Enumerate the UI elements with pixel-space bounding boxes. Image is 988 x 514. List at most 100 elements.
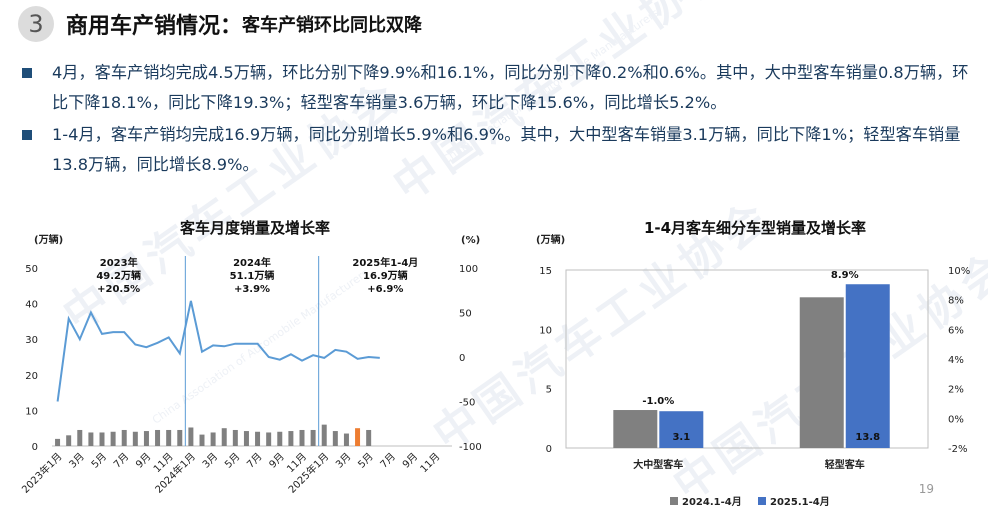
monthly-sales-bar — [88, 432, 94, 446]
monthly-sales-bar — [366, 429, 372, 446]
y-unit-right: (%) — [461, 235, 480, 246]
page-subtitle: 客车产销环比同比双降 — [242, 15, 423, 36]
x-tick-label: 9月 — [133, 451, 153, 471]
monthly-sales-bar — [266, 432, 272, 446]
monthly-sales-bar — [277, 431, 283, 446]
bullet-square-icon — [22, 68, 32, 78]
monthly-sales-bar — [177, 429, 183, 446]
y-unit-left: (万辆) — [34, 233, 63, 246]
monthly-sales-bar — [55, 438, 61, 446]
y-tick-right: -50 — [459, 398, 475, 409]
legend-swatch — [758, 497, 766, 505]
monthly-sales-bar — [121, 429, 127, 446]
monthly-sales-bar — [77, 429, 83, 446]
segment-sales-chart-svg: 1-4月客车细分车型销量及增长率 (万辆) 3.1 -1.0% 13.8 8.9% 0… — [536, 219, 970, 508]
summary-bullets: 4月，客车产销均完成4.5万辆，环比分别下降9.9%和16.1%，同比分别下降0… — [22, 58, 982, 182]
x-tick-label: 7月 — [378, 451, 398, 471]
period-annotation-title: 2025年1-4月 — [352, 256, 418, 269]
legend-label: 2025.1-4月 — [770, 496, 830, 508]
monthly-sales-bar — [210, 432, 216, 446]
bullet-text: 4月，客车产销均完成4.5万辆，环比分别下降9.9%和16.1%，同比分别下降0… — [52, 63, 969, 112]
y-tick-right: 4% — [948, 355, 964, 366]
bullet-item: 1-4月，客车产销均完成16.9万辆，同比分别增长5.9%和6.9%。其中，大中… — [22, 120, 982, 180]
monthly-sales-bar — [232, 429, 238, 446]
chart-title: 1-4月客车细分车型销量及增长率 — [644, 219, 866, 237]
bar-value-label: 3.1 — [672, 432, 690, 443]
y-tick-left: 10 — [25, 406, 38, 417]
category-label: 大中型客车 — [633, 458, 683, 471]
y-tick-left: 0 — [546, 444, 552, 455]
x-tick-label: 7月 — [245, 451, 265, 471]
bullet-text: 1-4月，客车产销均完成16.9万辆，同比分别增长5.9%和6.9%。其中，大中… — [52, 125, 961, 174]
monthly-sales-bar — [332, 431, 338, 446]
segment-sales-bar — [845, 284, 890, 448]
x-tick-label: 5月 — [89, 451, 109, 471]
segment-sales-bar — [613, 410, 658, 448]
segment-sales-chart: 1-4月客车细分车型销量及增长率 (万辆) 3.1 -1.0% 13.8 8.9% 0… — [500, 210, 988, 514]
x-tick-label: 5月 — [222, 451, 242, 471]
y-tick-left: 30 — [25, 335, 38, 346]
y-tick-right: -2% — [948, 444, 967, 455]
monthly-sales-bar — [288, 431, 294, 446]
y-tick-right: 8% — [948, 296, 964, 307]
monthly-sales-bar — [166, 429, 172, 446]
y-tick-right: 50 — [459, 309, 472, 320]
category-label: 轻型客车 — [825, 458, 865, 471]
monthly-sales-bar — [199, 434, 205, 446]
monthly-sales-bar — [110, 431, 116, 446]
x-tick-label: 7月 — [111, 451, 131, 471]
y-tick-left: 50 — [25, 264, 38, 275]
growth-rate-label: 8.9% — [831, 270, 859, 281]
period-annotation-detail: +3.9% — [234, 284, 270, 295]
monthly-sales-bar — [243, 431, 249, 446]
period-annotation-detail: 16.9万辆 — [363, 269, 408, 282]
monthly-sales-bar — [255, 431, 261, 446]
plot-frame — [565, 269, 929, 449]
monthly-sales-bar — [66, 435, 72, 446]
y-unit-left: (万辆) — [536, 233, 565, 246]
y-tick-right: 6% — [948, 325, 964, 336]
chart-title: 客车月度销量及增长率 — [179, 219, 330, 237]
y-tick-left: 40 — [25, 300, 38, 311]
growth-rate-label: -1.0% — [642, 396, 674, 407]
legend-label: 2024.1-4月 — [682, 496, 742, 508]
monthly-sales-chart-svg: 客车月度销量及增长率 (万辆) (%) 2023年49.2万辆+20.5%202… — [19, 219, 482, 496]
bullet-item: 4月，客车产销均完成4.5万辆，环比分别下降9.9%和16.1%，同比分别下降0… — [22, 58, 982, 118]
x-tick-label: 3月 — [333, 451, 353, 471]
segment-sales-bar — [799, 297, 844, 448]
bullet-square-icon — [22, 130, 32, 140]
x-tick-label: 9月 — [267, 451, 287, 471]
monthly-sales-bar — [299, 429, 305, 446]
y-tick-left: 5 — [546, 385, 552, 396]
legend-swatch — [670, 497, 678, 505]
monthly-sales-bar — [310, 429, 316, 446]
monthly-sales-bar — [143, 431, 149, 446]
monthly-sales-bar — [343, 433, 349, 446]
page-header: 3 商用车产销情况： 客车产销环比同比双降 — [18, 6, 422, 42]
monthly-sales-bar — [188, 427, 194, 446]
monthly-sales-bar — [321, 424, 327, 446]
y-tick-left: 20 — [25, 371, 38, 382]
period-annotation-detail: 49.2万辆 — [96, 269, 141, 282]
section-number-badge: 3 — [18, 6, 54, 42]
y-tick-right: -100 — [459, 442, 482, 453]
monthly-sales-bar — [221, 428, 227, 446]
y-tick-left: 10 — [539, 325, 552, 336]
growth-rate-line — [56, 300, 380, 402]
x-tick-label: 2023年1月 — [19, 450, 65, 496]
monthly-sales-bar — [132, 431, 138, 446]
y-tick-right: 2% — [948, 385, 964, 396]
y-tick-left: 15 — [539, 266, 552, 277]
segment-sales-bar — [659, 411, 704, 448]
page-number: 19 — [918, 482, 934, 496]
x-tick-label: 11月 — [418, 451, 443, 476]
x-tick-label: 3月 — [200, 451, 220, 471]
bar-value-label: 13.8 — [855, 432, 880, 443]
y-tick-right: 0% — [948, 414, 964, 425]
monthly-sales-chart: 客车月度销量及增长率 (万辆) (%) 2023年 49.2万辆 +20.5% 202… — [0, 210, 490, 514]
y-tick-right: 0 — [459, 353, 465, 364]
period-annotation-detail: +6.9% — [367, 284, 403, 295]
x-tick-label: 5月 — [356, 451, 376, 471]
monthly-sales-bar — [355, 428, 361, 446]
y-tick-left: 0 — [32, 442, 38, 453]
